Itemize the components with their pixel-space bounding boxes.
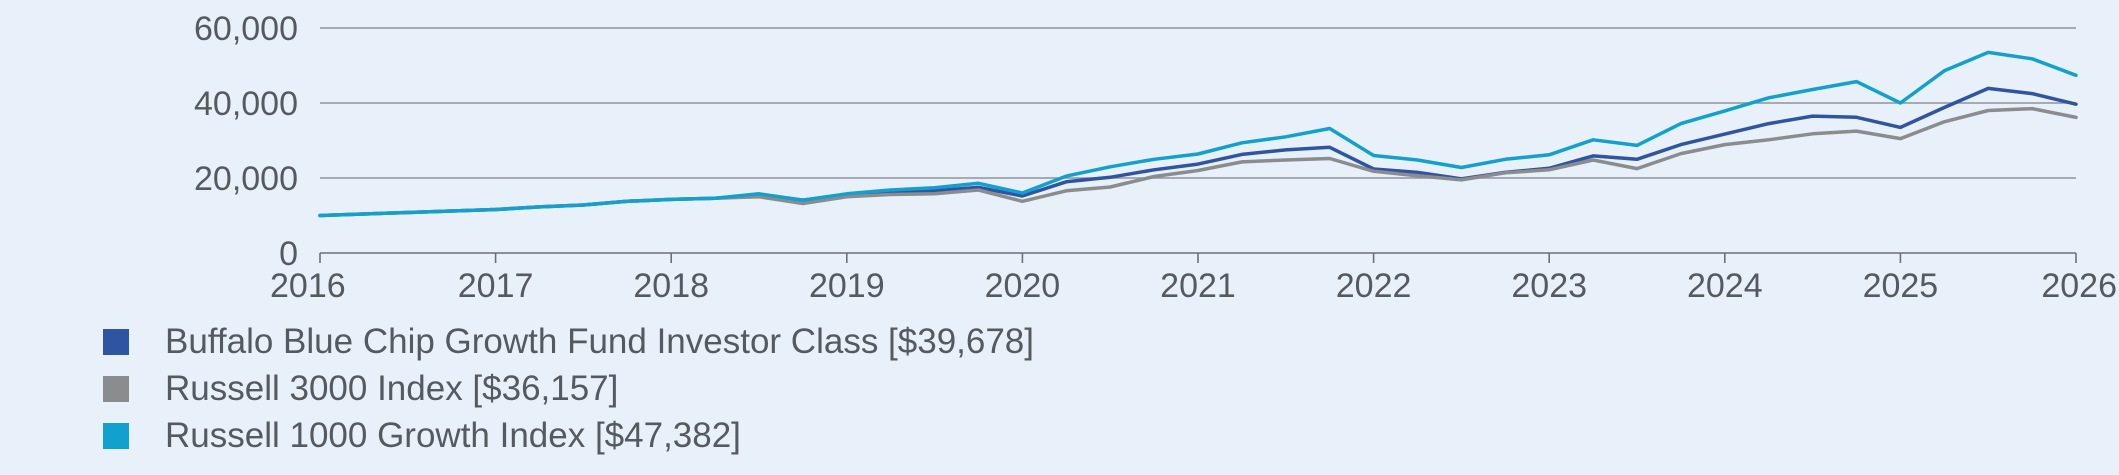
x-tick-label: 2025 xyxy=(1863,267,1939,305)
legend-label: Russell 3000 Index [$36,157] xyxy=(165,368,619,408)
x-tick-label: 2018 xyxy=(633,267,709,305)
y-tick-label: 60,000 xyxy=(194,10,298,48)
y-tick-label: 20,000 xyxy=(194,160,298,198)
legend: Buffalo Blue Chip Growth Fund Investor C… xyxy=(103,318,1034,459)
x-tick-label: 2020 xyxy=(985,267,1061,305)
legend-swatch xyxy=(103,328,129,355)
y-tick-label: 0 xyxy=(279,235,298,273)
series-line-2 xyxy=(318,50,2078,218)
x-tick-label: 2021 xyxy=(1160,267,1236,305)
x-tick-label: 2023 xyxy=(1511,267,1587,305)
x-tick-label: 2026 xyxy=(2041,267,2117,305)
x-tick-label: 2016 xyxy=(270,267,346,305)
x-tick-label: 2019 xyxy=(809,267,885,305)
series-lines xyxy=(318,50,2078,218)
legend-item-buffalo: Buffalo Blue Chip Growth Fund Investor C… xyxy=(103,318,1034,365)
series-line-0 xyxy=(318,86,2078,218)
x-tick-label: 2017 xyxy=(458,267,534,305)
x-tick-label: 2024 xyxy=(1687,267,1763,305)
legend-swatch xyxy=(103,422,129,449)
legend-swatch xyxy=(103,375,129,402)
line-chart: 0 20,000 40,000 60,000 2016 2017 2018 2019 2020… xyxy=(194,10,2117,305)
series-line-1 xyxy=(318,106,2078,218)
gridlines xyxy=(320,27,2076,179)
legend-label: Russell 1000 Growth Index [$47,382] xyxy=(165,415,741,455)
x-axis: 2016 2017 2018 2019 2020 2021 2022 2023 2024 2025… xyxy=(270,252,2117,305)
x-tick-label: 2022 xyxy=(1336,267,1412,305)
legend-item-russell-3000: Russell 3000 Index [$36,157] xyxy=(103,365,1034,412)
legend-label: Buffalo Blue Chip Growth Fund Investor C… xyxy=(165,321,1035,361)
legend-item-russell-1000-growth: Russell 1000 Growth Index [$47,382] xyxy=(103,412,1034,459)
y-axis: 0 20,000 40,000 60,000 xyxy=(194,10,298,273)
y-tick-label: 40,000 xyxy=(194,85,298,123)
